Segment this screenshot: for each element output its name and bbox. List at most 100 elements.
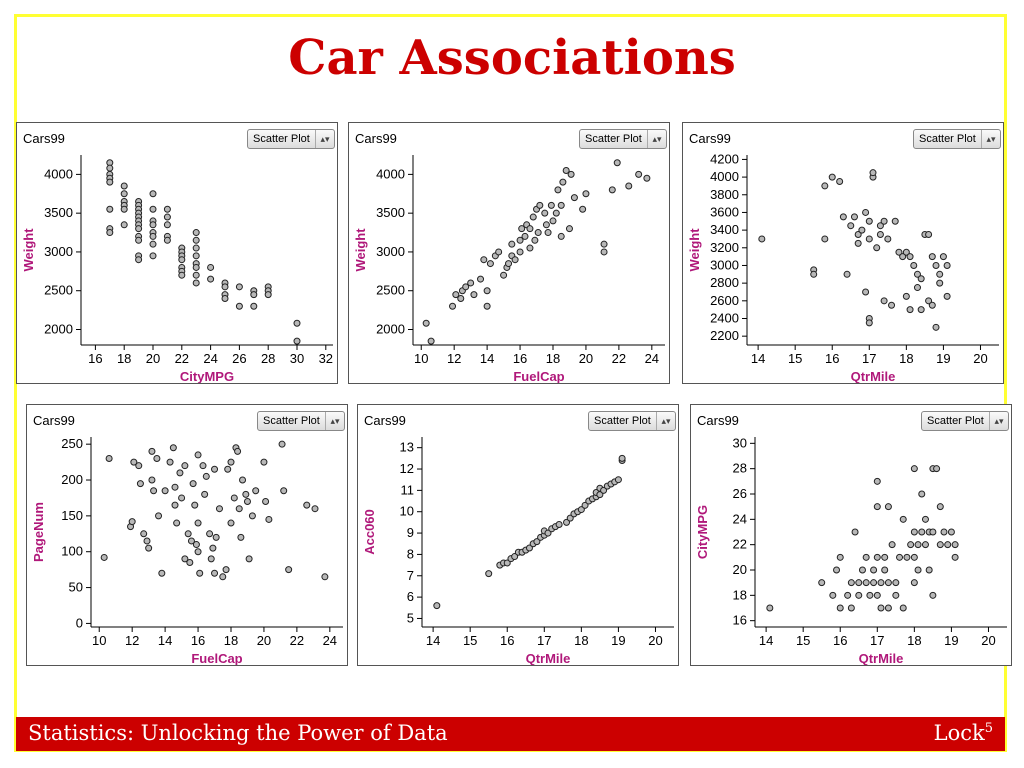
data-point [608,186,616,194]
data-point [877,579,885,587]
plot-type-select[interactable]: Scatter Plot ▴▾ [257,411,345,431]
data-point [128,518,136,526]
data-point [120,190,128,198]
data-point [212,533,220,541]
data-point [618,454,626,462]
data-point [918,528,926,536]
data-point [148,447,156,455]
data-point [176,469,184,477]
data-point [207,263,215,271]
data-point [209,544,217,552]
data-point [581,501,589,509]
stepper-arrows-icon[interactable]: ▴▾ [647,130,666,148]
data-point [547,201,555,209]
data-point [862,288,870,296]
data-point [235,283,243,291]
x-tick-label: 18 [899,351,913,366]
x-tick-label: 14 [426,633,440,648]
data-point [452,291,460,299]
x-tick-label: 15 [463,633,477,648]
data-point [192,279,200,287]
data-point [248,512,256,520]
data-point [847,604,855,612]
data-point [171,483,179,491]
data-point [192,252,200,260]
data-point [865,319,873,327]
slide-title: Car Associations [288,30,736,86]
data-point [120,182,128,190]
data-point [899,515,907,523]
x-tick-label: 16 [833,633,847,648]
x-tick-label: 18 [224,633,238,648]
data-point [155,512,163,520]
data-point [933,465,941,473]
y-tick-label: 4200 [710,151,739,166]
data-point [870,566,878,574]
data-point [211,465,219,473]
y-tick-label: 10 [400,504,414,519]
data-point [902,292,910,300]
data-point [250,302,258,310]
data-point [525,544,533,552]
plot-type-select[interactable]: Scatter Plot ▴▾ [921,411,1009,431]
data-point [947,528,955,536]
dataset-label: Cars99 [23,131,65,146]
data-point [158,569,166,577]
data-point [500,271,508,279]
data-point [818,579,826,587]
data-point [925,566,933,574]
data-point [526,244,534,252]
y-tick-label: 2400 [710,310,739,325]
data-point [211,569,219,577]
x-tick-label: 19 [944,633,958,648]
data-point [106,164,114,172]
data-point [311,505,319,513]
data-point [855,591,863,599]
dataset-label: Cars99 [689,131,731,146]
data-point [577,506,585,514]
stepper-arrows-icon[interactable]: ▴▾ [656,412,675,430]
x-tick-label: 14 [480,351,494,366]
data-point [913,270,921,278]
scatter-panel-4: Cars99 Scatter Plot ▴▾ 10 12 14 16 18 20 22 24 0 50 1… [26,404,348,666]
data-point [858,226,866,234]
scatter-panel-5: Cars99 Scatter Plot ▴▾ 14 15 16 17 18 19 20 5 6 7 8 9 1… [357,404,679,666]
data-point [943,261,951,269]
x-tick-label: 16 [513,351,527,366]
stepper-arrows-icon[interactable]: ▴▾ [989,412,1008,430]
data-point [533,538,541,546]
x-tick-label: 18 [546,351,560,366]
y-tick-label: 3600 [710,204,739,219]
data-point [836,553,844,561]
y-tick-label: 3200 [710,240,739,255]
y-tick-label: 5 [407,610,414,625]
scatter-plot-svg: 10 12 14 16 18 20 22 24 2000 2500 3000 3500 4000 Fuel… [353,155,665,383]
plot-type-select[interactable]: Scatter Plot ▴▾ [913,129,1001,149]
plot-type-select[interactable]: Scatter Plot ▴▾ [588,411,676,431]
data-point [192,541,200,549]
data-point [895,248,903,256]
data-point [145,544,153,552]
data-point [828,173,836,181]
data-point [140,530,148,538]
data-point [836,604,844,612]
data-point [903,553,911,561]
x-axis-label: QtrMile [851,369,896,384]
data-point [427,337,435,345]
stepper-arrows-icon[interactable]: ▴▾ [315,130,334,148]
data-point [181,555,189,563]
plot-type-select[interactable]: Scatter Plot ▴▾ [247,129,335,149]
x-tick-label: 16 [88,351,102,366]
plot-type-select[interactable]: Scatter Plot ▴▾ [579,129,667,149]
data-point [884,503,892,511]
data-point [495,248,503,256]
y-tick-label: 2800 [710,275,739,290]
data-point [149,190,157,198]
data-point [944,541,952,549]
stepper-arrows-icon[interactable]: ▴▾ [981,130,1000,148]
data-point [847,222,855,230]
stepper-arrows-icon[interactable]: ▴▾ [325,412,344,430]
data-point [910,553,918,561]
plot-type-label: Scatter Plot [263,415,320,427]
data-point [862,579,870,587]
